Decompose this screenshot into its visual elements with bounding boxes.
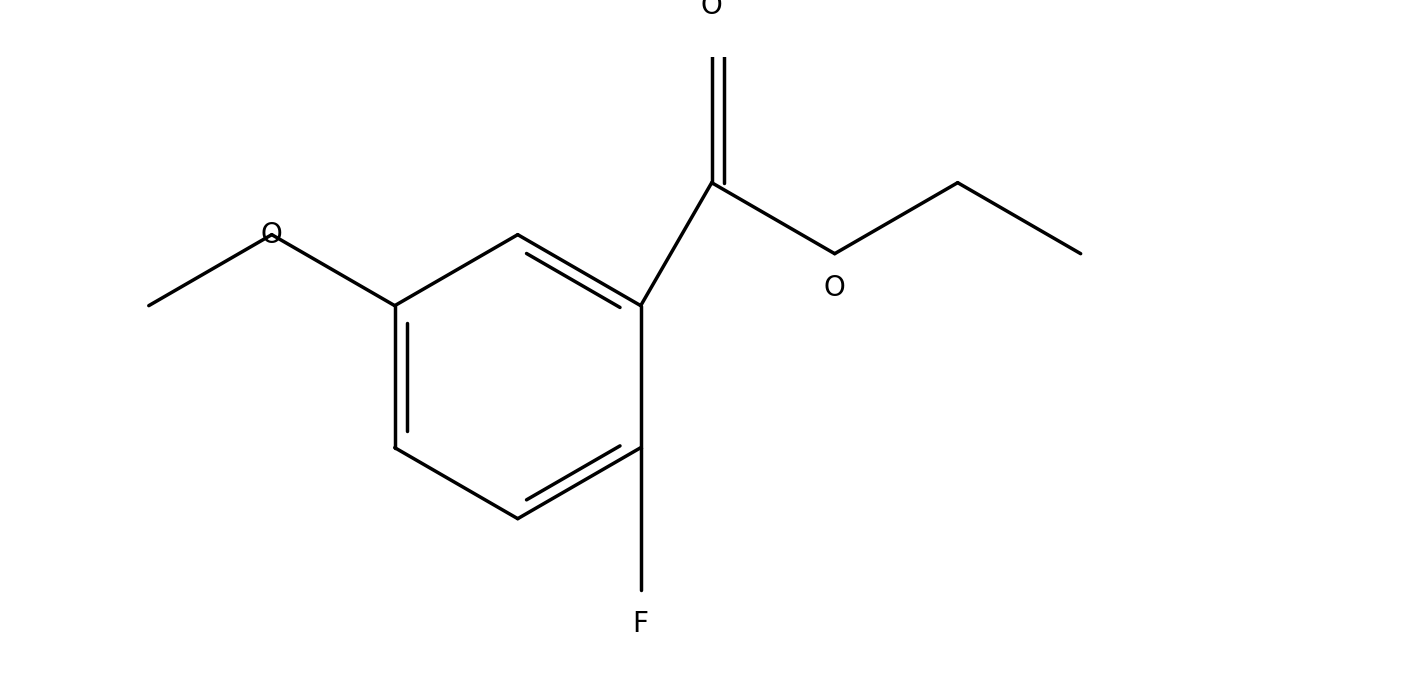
Text: F: F [633,610,649,638]
Text: O: O [824,274,845,302]
Text: O: O [260,221,283,249]
Text: O: O [702,0,723,20]
